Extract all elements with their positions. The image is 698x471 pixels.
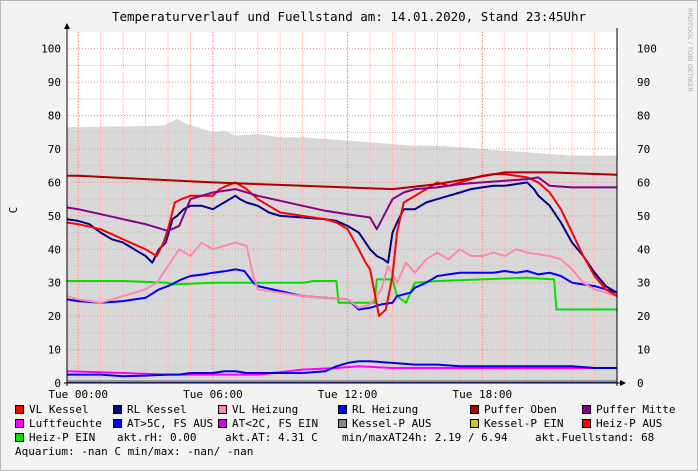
legend: VL Kessel RL Kessel VL Heizung RL Heizung Pu… [15,403,695,459]
series-line [66,268,618,311]
rrdtool-watermark: RRDTOOL / TOBI OETIKER [686,8,694,92]
legend-swatch [338,405,347,414]
legend-item: VL Heizung [218,403,298,416]
y-tick-label: 60 [48,176,61,189]
legend-label: Heiz-P EIN [29,431,96,444]
fill-level-area [67,118,617,384]
legend-item: AT<2C, FS EIN [218,417,318,430]
series-line [67,171,618,191]
info-value: min/maxAT24h: 2.19 / 6.94 [342,431,508,444]
legend-label: RL Kessel [127,403,187,416]
y-tick-label: 90 [48,76,61,89]
legend-label: Heiz-P AUS [596,417,663,430]
y-tick-label: 40 [48,243,61,256]
info-value: akt.AT: 4.31 C [225,431,318,444]
legend-item: Luftfeuchte [15,417,102,430]
legend-row: Heiz-P EIN akt.rH: 0.00 akt.AT: 4.31 C min/… [15,431,695,445]
legend-swatch [15,405,24,414]
legend-item: Heiz-P AUS [582,417,662,430]
x-tick-label: Tue 18:00 [453,388,513,400]
plot-area: 0 0 10 10 20 20 30 30 40 40 50 50 60 60 70 70 80 80 90 90 10… [41,23,657,400]
chart-title: Temperaturverlauf und Fuellstand am: 14.… [112,9,587,24]
legend-swatch [218,405,227,414]
legend-item: Puffer Oben [470,403,557,416]
legend-label: Puffer Oben [484,403,557,416]
y-tick-label-right: 90 [637,76,650,89]
y-tick-label: 70 [48,143,61,156]
y-tick-label-right: 40 [637,243,650,256]
legend-swatch [582,419,591,428]
y-tick-label-right: 50 [637,210,650,223]
y-tick-label-right: 0 [637,377,644,390]
y-tick-label-right: 20 [637,310,650,323]
legend-label: VL Heizung [232,403,299,416]
legend-label: AT<2C, FS EIN [232,417,319,430]
info-value: akt.Fuellstand: 68 [535,431,655,444]
info-value: akt.rH: 0.00 [117,431,197,444]
legend-swatch [470,405,479,414]
legend-item: VL Kessel [15,403,89,416]
x-tick-label: Tue 12:00 [318,388,378,400]
legend-swatch [218,419,227,428]
legend-label: Puffer Mitte [596,403,676,416]
legend-label: Kessel-P EIN [484,417,564,430]
chart-canvas: Temperaturverlauf und Fuellstand am: 14.… [7,8,694,400]
y-tick-label: 0 [54,377,61,390]
legend-item: Kessel-P AUS [338,417,431,430]
legend-label: AT>5C, FS AUS [127,417,214,430]
legend-item: Heiz-P EIN [15,431,95,444]
legend-swatch [338,419,347,428]
legend-swatch [15,433,24,442]
y-tick-label-right: 10 [637,344,650,357]
x-tick-label: Tue 00:00 [48,388,108,400]
legend-swatch [582,405,591,414]
x-tick-label: Tue 06:00 [183,388,243,400]
aquarium-info: Aquarium: -nan C min/max: -nan/ -nan [15,445,254,458]
x-axis-arrow [620,380,626,386]
y-tick-label: 10 [48,344,61,357]
legend-label: Kessel-P AUS [352,417,432,430]
legend-item: RL Kessel [113,403,187,416]
y-tick-label-right: 30 [637,277,650,290]
y-axis-label: C [7,207,20,214]
series-line [66,173,618,318]
y-tick-label: 20 [48,310,61,323]
series-line [67,360,617,378]
legend-swatch [470,419,479,428]
y-tick-label-right: 70 [637,143,650,156]
legend-label: Luftfeuchte [29,417,102,430]
y-tick-label-right: 60 [637,176,650,189]
info-row-aquarium: Aquarium: -nan C min/max: -nan/ -nan [15,445,695,459]
y-axis-arrow [64,23,70,29]
legend-swatch [113,419,122,428]
legend-row: Luftfeuchte AT>5C, FS AUS AT<2C, FS EIN Kes… [15,417,695,431]
legend-item: Puffer Mitte [582,403,675,416]
legend-row: VL Kessel RL Kessel VL Heizung RL Heizung Pu… [15,403,695,417]
y-tick-label: 30 [48,277,61,290]
legend-item: Kessel-P EIN [470,417,563,430]
y-tick-label-right: 100 [637,43,657,56]
series-line [66,176,617,232]
legend-swatch [15,419,24,428]
legend-label: VL Kessel [29,403,89,416]
legend-label: RL Heizung [352,403,419,416]
y-tick-label: 100 [41,43,61,56]
y-tick-label: 80 [48,110,61,123]
legend-item: AT>5C, FS AUS [113,417,213,430]
y-tick-label-right: 80 [637,110,650,123]
y-tick-label: 50 [48,210,61,223]
legend-swatch [113,405,122,414]
legend-item: RL Heizung [338,403,418,416]
